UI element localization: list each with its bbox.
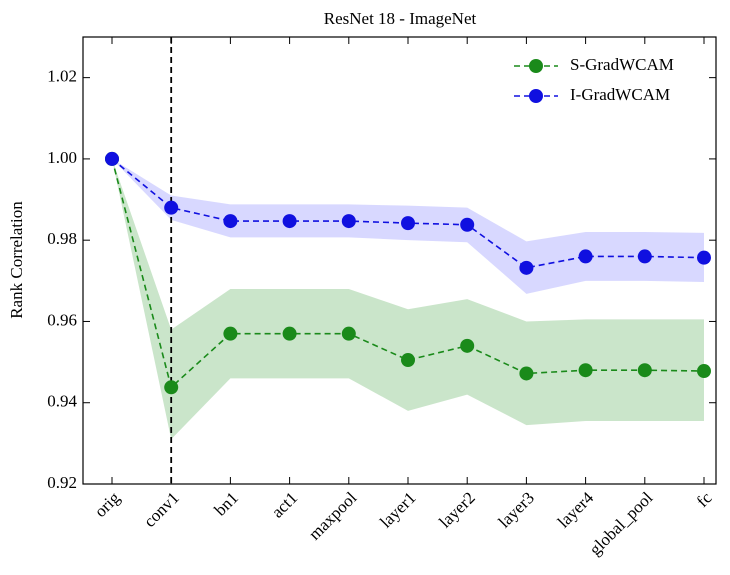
y-tick-label: 0.98 bbox=[47, 229, 77, 248]
marker bbox=[401, 216, 415, 231]
marker bbox=[164, 380, 179, 395]
y-tick-label: 0.96 bbox=[47, 310, 77, 329]
marker bbox=[341, 214, 356, 229]
series-line bbox=[111, 158, 705, 389]
marker bbox=[637, 363, 652, 378]
marker bbox=[223, 214, 238, 229]
y-tick-label: 1.02 bbox=[47, 67, 77, 86]
marker bbox=[637, 249, 652, 264]
legend-label: I-GradWCAM bbox=[570, 85, 670, 104]
confidence-band bbox=[112, 158, 704, 440]
x-tick-label: fc bbox=[693, 488, 716, 511]
marker bbox=[519, 260, 534, 275]
marker bbox=[223, 326, 238, 341]
x-tick-label: orig bbox=[91, 488, 124, 521]
x-tick-label: maxpool bbox=[305, 488, 361, 544]
marker bbox=[282, 214, 297, 229]
x-tick-label: global_pool bbox=[586, 488, 657, 559]
legend-marker bbox=[529, 89, 543, 103]
marker bbox=[519, 366, 534, 381]
y-tick-label: 0.92 bbox=[47, 473, 77, 492]
y-tick-label: 1.00 bbox=[47, 148, 77, 167]
y-axis-label: Rank Correlation bbox=[7, 201, 26, 319]
marker bbox=[341, 326, 356, 341]
marker bbox=[282, 326, 297, 341]
marker bbox=[460, 338, 475, 353]
legend-label: S-GradWCAM bbox=[570, 55, 674, 74]
marker bbox=[460, 217, 475, 232]
marker bbox=[578, 363, 593, 378]
x-tick-label: bn1 bbox=[211, 488, 242, 519]
x-tick-label: act1 bbox=[268, 488, 301, 521]
marker bbox=[164, 200, 179, 215]
x-tick-label: layer1 bbox=[376, 488, 419, 531]
marker bbox=[697, 250, 711, 265]
marker bbox=[578, 249, 593, 264]
x-tick-label: layer3 bbox=[495, 488, 538, 531]
y-tick-label: 0.94 bbox=[47, 392, 77, 411]
plot-frame bbox=[82, 36, 717, 485]
legend-marker bbox=[529, 59, 543, 73]
marker bbox=[105, 151, 119, 166]
marker bbox=[401, 353, 415, 368]
chart-title: ResNet 18 - ImageNet bbox=[324, 9, 477, 28]
x-tick-label: layer4 bbox=[554, 488, 598, 532]
x-tick-label: conv1 bbox=[140, 488, 183, 531]
x-tick-label: layer2 bbox=[435, 488, 478, 531]
marker bbox=[697, 364, 711, 379]
